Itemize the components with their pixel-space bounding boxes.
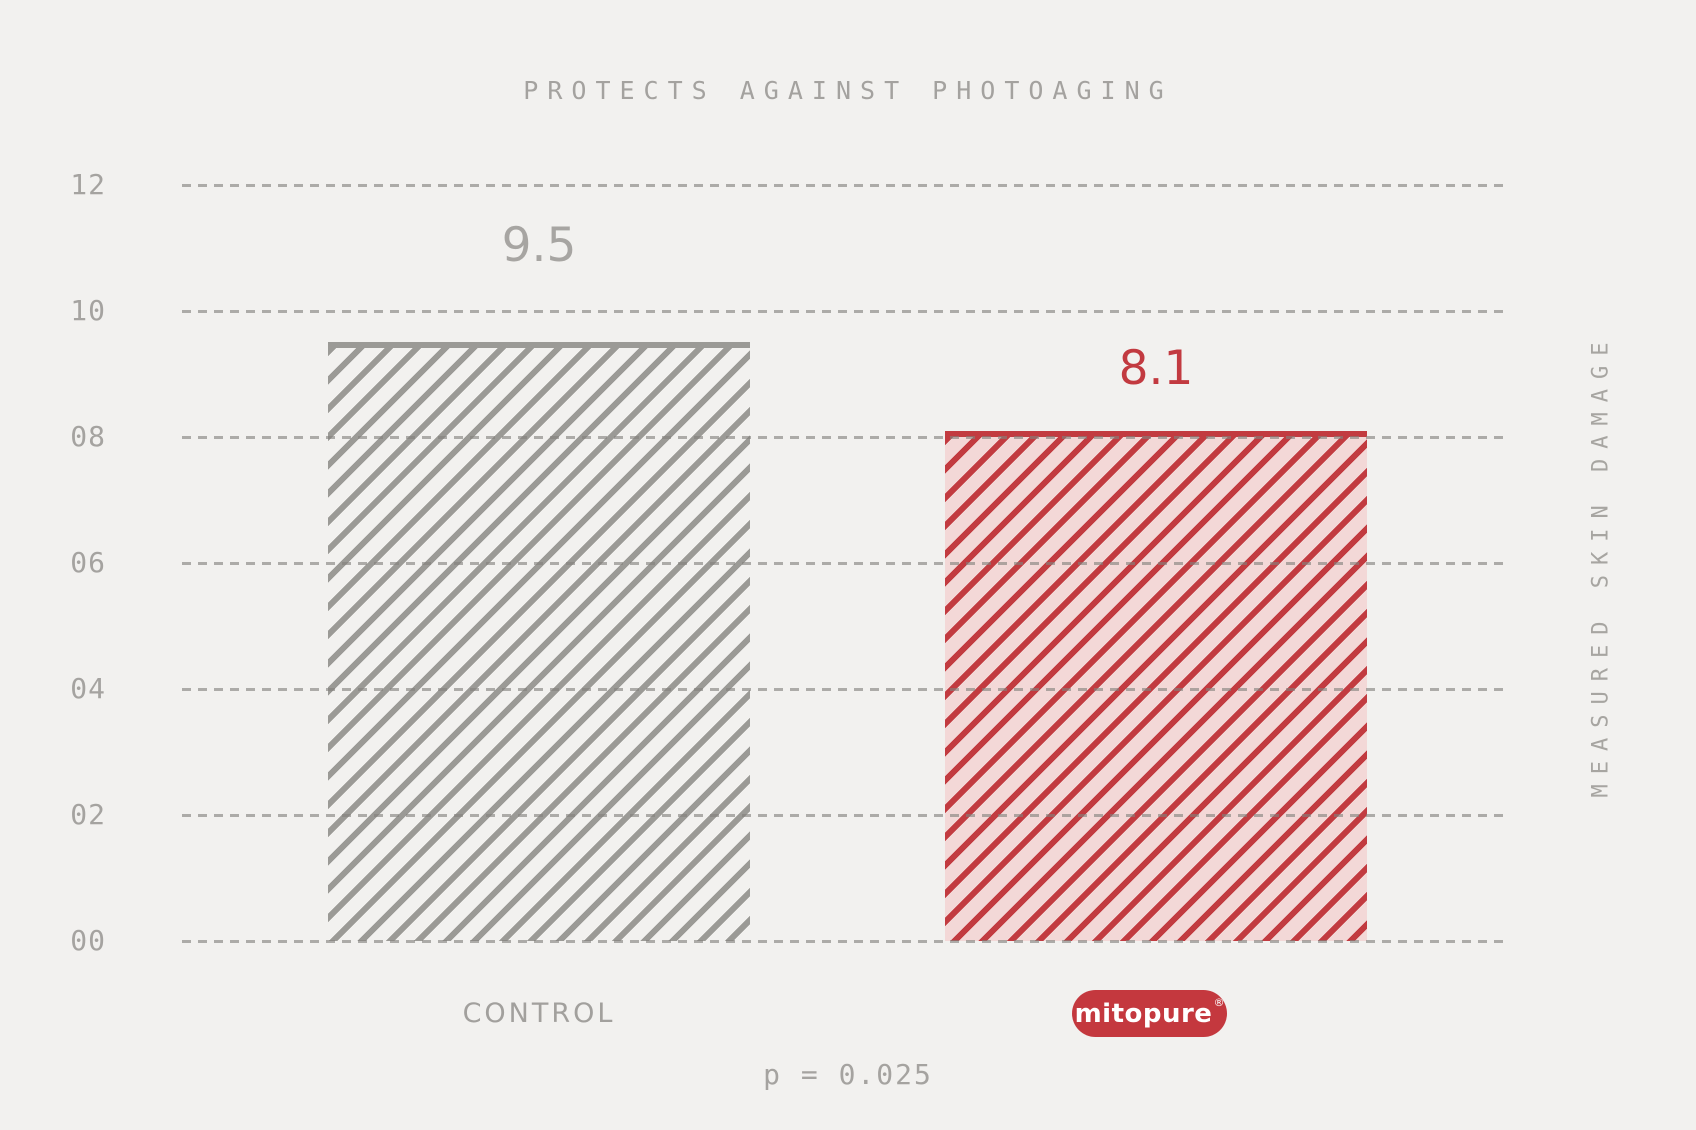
gridline-06 (182, 562, 1503, 565)
value-label-control: 9.5 (501, 218, 577, 273)
gridline-10 (182, 310, 1503, 313)
y-tick-label-02: 02 (70, 798, 106, 831)
y-axis-title: MEASURED SKIN DAMAGE (1588, 332, 1614, 798)
gridline-04 (182, 688, 1503, 691)
gridline-02 (182, 814, 1503, 817)
y-tick-label-06: 06 (70, 546, 106, 579)
mitopure-logo: mitopure ® (1072, 990, 1227, 1037)
y-tick-label-08: 08 (70, 420, 106, 453)
registered-trademark-mark: ® (1213, 996, 1225, 1009)
y-tick-label-12: 12 (70, 168, 106, 201)
x-label-control: CONTROL (462, 998, 616, 1029)
gridline-00 (182, 940, 1503, 943)
y-tick-label-10: 10 (70, 294, 106, 327)
bar-control (328, 342, 750, 941)
chart-title: PROTECTS AGAINST PHOTOAGING (523, 76, 1173, 105)
bar-mitopure (945, 431, 1367, 941)
gridline-12 (182, 184, 1503, 187)
y-tick-label-00: 00 (70, 924, 106, 957)
mitopure-logo-text: mitopure (1074, 998, 1213, 1029)
gridline-08 (182, 436, 1503, 439)
y-tick-label-04: 04 (70, 672, 106, 705)
value-label-mitopure: 8.1 (1118, 341, 1194, 396)
p-value-annotation: p = 0.025 (763, 1058, 933, 1091)
